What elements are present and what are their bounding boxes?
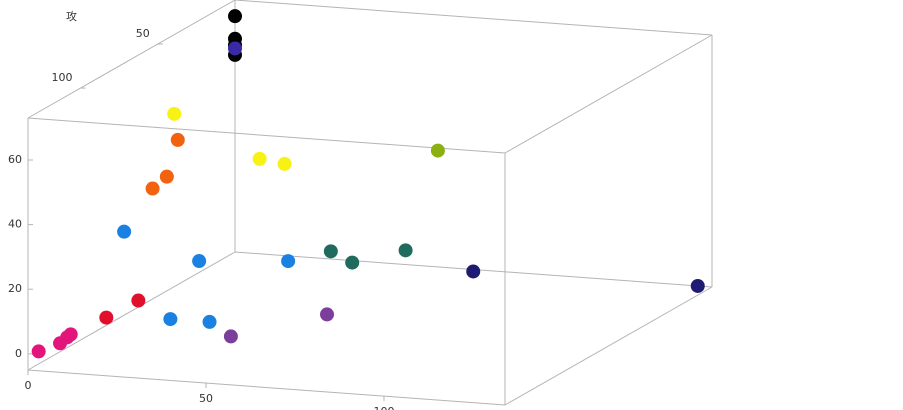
point [398,243,413,258]
box-edge [504,34,713,154]
point [320,307,335,322]
point [202,314,217,329]
box-edge [234,0,713,36]
point [131,293,146,308]
point [345,255,360,270]
box-edge [27,117,506,154]
point [466,264,481,279]
point [117,224,132,239]
point [430,143,445,158]
box-edge [27,0,236,119]
z-tick-label: 40 [8,218,22,231]
box-edge [504,286,713,406]
x-tick-label: 50 [199,392,213,405]
point [31,344,46,359]
point [277,156,292,171]
point [228,41,242,56]
box-edge [27,251,236,371]
point [228,9,242,24]
point [170,132,185,147]
point [690,278,705,293]
y-tick-label: 100 [52,71,73,84]
point [223,329,238,344]
point [99,310,114,325]
point [252,151,267,166]
point [63,327,78,342]
z-tick-label: 0 [15,347,22,360]
x-tick-label: 100 [373,405,394,410]
point [192,254,207,269]
z-tick-label: 60 [8,153,22,166]
y-axis-label: 攻 [66,9,77,23]
point [163,312,178,327]
box-edge [27,369,506,406]
point [167,106,182,121]
point [323,244,338,259]
x-tick-label: 0 [25,379,32,392]
point [145,181,160,196]
point [281,254,296,269]
point [159,169,174,184]
z-tick-label: 20 [8,282,22,295]
y-tick-label: 50 [136,27,150,40]
